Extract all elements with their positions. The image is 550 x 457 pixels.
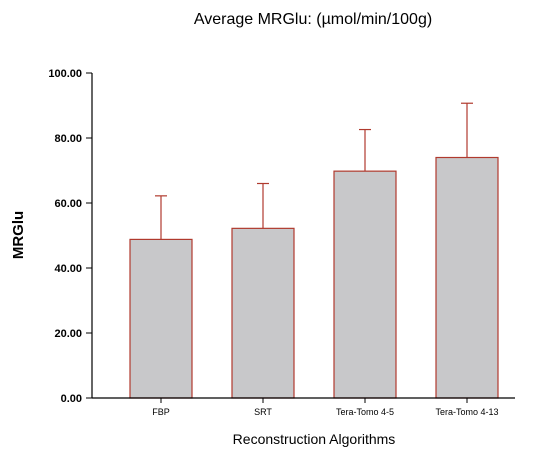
x-tick-label-1: SRT [254, 407, 272, 417]
bar-1 [231, 227, 295, 399]
y-tick-label-5: 100.00 [48, 68, 82, 80]
bar-0 [129, 238, 193, 399]
axes-layer [91, 73, 515, 399]
y-axis-title: MRGlu [10, 211, 27, 259]
y-tick-label-1: 20.00 [54, 328, 82, 340]
x-tick-label-0: FBP [152, 407, 170, 417]
chart-title: Average MRGlu: (µmol/min/100g) [194, 11, 432, 28]
y-tick-label-4: 80.00 [54, 133, 82, 145]
error-bars-layer [155, 102, 473, 240]
bar-3 [435, 156, 499, 399]
x-axis-title: Reconstruction Algorithms [233, 431, 396, 447]
x-ticks-layer: FBP SRT Tera-Tomo 4-5 Tera-Tomo 4-13 [152, 398, 499, 417]
x-tick-label-3: Tera-Tomo 4-13 [435, 407, 498, 417]
y-tick-label-2: 40.00 [54, 263, 82, 275]
bars-layer [129, 156, 499, 399]
y-tick-label-0: 0.00 [61, 393, 82, 405]
x-tick-label-2: Tera-Tomo 4-5 [336, 407, 394, 417]
y-ticks-layer: 0.00 20.00 40.00 60.00 80.00 100.00 [48, 68, 92, 405]
y-tick-label-3: 60.00 [54, 198, 82, 210]
bar-2 [333, 170, 397, 399]
